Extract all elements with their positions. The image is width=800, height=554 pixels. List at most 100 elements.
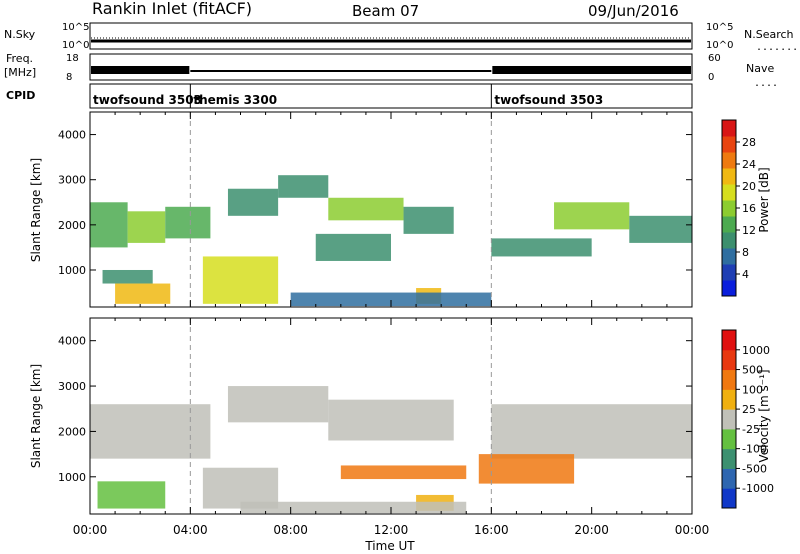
powBands-band-13 [491,238,592,257]
powBands-band-5 [202,256,279,304]
time-tick-5: 20:00 [574,523,609,537]
velocity-colorbar-ticklabel-1: 500 [742,364,763,377]
nave-tick-top: 60 [708,53,721,64]
velocity-colorbar-ticklabel-6: -500 [742,462,767,475]
time-tick-3: 12:00 [374,523,409,537]
velBands-band-9 [240,501,467,514]
cpid-label-0: twofsound 3503 [93,93,202,107]
power-panel: 1000 2000 3000 4000 Slant Range [km] [29,111,693,308]
power-colorbar-ticklabel-0: 28 [742,136,756,149]
powBands-band-7 [278,175,329,198]
velocity-colorbar-ticklabel-4: -25 [742,423,760,436]
freq-panel [89,53,693,81]
freq-block-1 [492,66,691,74]
velocity-colorbar-ticklabel-2: 100 [742,383,763,396]
velocity-colorbar-swatch-1 [722,468,736,489]
nave-label: Nave [746,62,774,75]
powBands-band-15 [629,215,692,243]
power-colorbar-swatch-10 [722,120,736,137]
power-colorbar-ticklabel-2: 20 [742,180,756,193]
nsearch-legend-dots: ....... [756,42,798,53]
nsearch-label: N.Search [744,28,794,41]
powBands-band-12 [290,292,492,307]
cpid-label: CPID [6,89,35,102]
velocity-colorbar-swatch-6 [722,369,736,390]
freq-unit-label: [MHz] [4,66,36,79]
powBands-band-14 [554,202,630,230]
beam-title: Beam 07 [352,2,419,20]
velocity-colorbar-swatch-8 [722,330,736,351]
powBands-band-1 [127,211,166,243]
velocity-colorbar-swatch-4 [722,409,736,430]
velBands-band-3 [491,404,692,459]
powTicks-ylabel-3: 4000 [58,129,86,142]
velocity-colorbar-ticklabel-5: -100 [742,443,767,456]
power-colorbar-ticklabel-3: 16 [742,202,756,215]
nsearch-tick-bottom: 10^0 [706,40,733,51]
nave-legend-dots: .... [754,78,778,89]
power-colorbar-swatch-2 [722,248,736,265]
velocity-colorbar-ticklabel-0: 1000 [742,344,770,357]
velocity-colorbar-ticklabel-7: -1000 [742,482,774,495]
power-colorbar-swatch-4 [722,216,736,233]
velocity-axis-ticks: 1000 2000 3000 4000 [58,318,693,514]
velocity-colorbar-label: Velocity [m s⁻¹] [757,369,771,462]
power-colorbar-swatch-7 [722,168,736,185]
powBands-band-2 [165,206,211,239]
cpid-label-2: twofsound 3503 [494,93,603,107]
power-axis-ticks: 1000 2000 3000 4000 [58,112,693,307]
freq-tick-bottom: 8 [66,72,72,83]
velocity-panel: 1000 2000 3000 4000 Slant Range [km] [29,317,693,515]
time-tick-0: 00:00 [73,523,108,537]
nsky-label: N.Sky [4,28,36,41]
power-colorbar-swatch-1 [722,264,736,281]
powBands-band-8 [328,197,404,221]
power-ylabel: Slant Range [km] [29,158,43,262]
nsky-tick-top: 10^5 [62,22,89,33]
nsearch-tick-top: 10^5 [706,22,733,33]
velBands-band-4 [97,481,166,509]
freq-trace [91,66,691,74]
power-colorbar-swatch-9 [722,136,736,153]
time-tick-2: 08:00 [273,523,308,537]
time-axis-label: Time UT [364,539,415,553]
velocity-colorbar: 1000 500 100 25 -25 -100 -500 -1000 [721,329,774,509]
nsky-trace [91,37,691,43]
time-tick-labels: 00:00 04:00 08:00 12:00 16:00 20:00 00:00 [73,523,710,537]
powBands-band-9 [403,206,454,234]
freq-label: Freq. [6,52,33,65]
velBands-band-6 [340,465,467,480]
velTicks-ylabel-0: 1000 [58,471,86,484]
velBands-band-2 [328,399,454,441]
cpid-panel [89,83,693,109]
velocity-heatmap [90,318,692,514]
power-colorbar-swatch-8 [722,152,736,169]
powBands-band-4 [115,283,171,304]
velTicks-ylabel-2: 3000 [58,380,86,393]
nave-tick-bottom: 0 [708,72,714,83]
date-title: 09/Jun/2016 [588,2,679,20]
power-colorbar-swatch-5 [722,200,736,217]
velocity-colorbar-ticklabel-3: 25 [742,403,756,416]
powBands-band-10 [315,233,391,261]
velBands-band-7 [478,454,575,484]
time-tick-4: 16:00 [474,523,509,537]
power-colorbar-ticklabel-5: 8 [742,246,749,259]
power-colorbar-label: Power [dB] [757,167,771,232]
velocity-colorbar-swatch-5 [722,389,736,410]
powTicks-ylabel-2: 3000 [58,174,86,187]
velTicks-ylabel-3: 4000 [58,335,86,348]
power-colorbar-swatch-6 [722,184,736,201]
powBands-band-3 [102,269,153,284]
freq-tick-top: 18 [66,53,79,64]
power-heatmap [90,112,692,307]
velBands-band-0 [90,404,211,459]
time-tick-1: 04:00 [173,523,208,537]
velocity-ylabel: Slant Range [km] [29,364,43,468]
power-colorbar-ticklabel-6: 4 [742,268,749,281]
velTicks-ylabel-1: 2000 [58,425,86,438]
power-colorbar-ticklabel-4: 12 [742,224,756,237]
power-colorbar: 28 24 20 16 12 8 4 [721,119,756,297]
